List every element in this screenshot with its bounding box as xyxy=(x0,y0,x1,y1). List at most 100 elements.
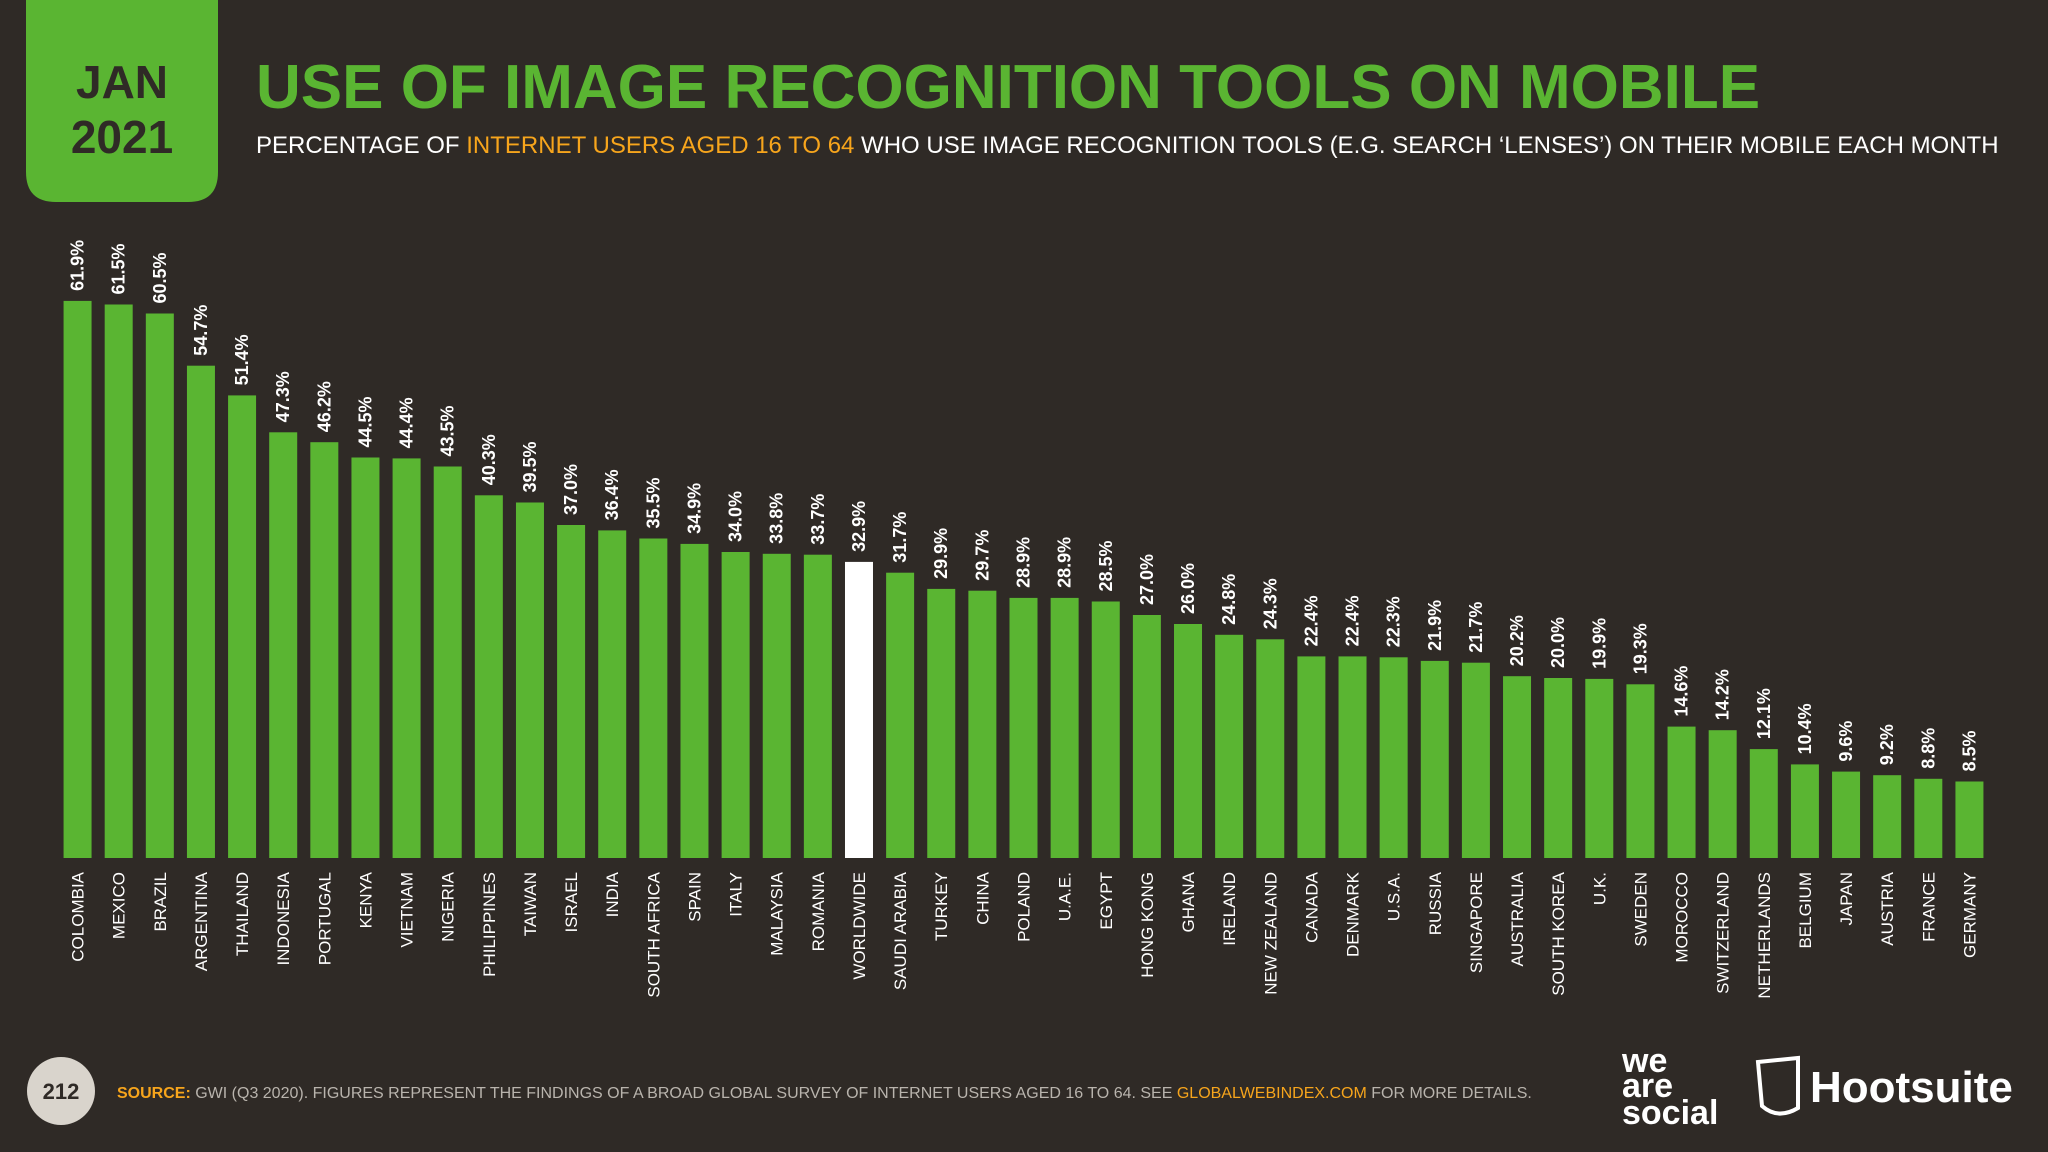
x-tick-label: ITALY xyxy=(727,872,746,917)
x-tick-label: SPAIN xyxy=(685,872,704,922)
source-label: SOURCE: xyxy=(117,1085,191,1102)
bar xyxy=(844,561,873,858)
value-label: 33.7% xyxy=(808,494,828,545)
x-tick-label: MOROCCO xyxy=(1673,872,1692,963)
value-label: 34.0% xyxy=(726,491,746,542)
bar xyxy=(1585,678,1614,858)
x-tick-label: JAPAN xyxy=(1837,872,1856,926)
value-label: 21.9% xyxy=(1425,600,1445,651)
x-tick-label: WORLDWIDE xyxy=(850,872,869,980)
value-label: 33.8% xyxy=(767,493,787,544)
x-tick-label: HONG KONG xyxy=(1138,872,1157,978)
bar xyxy=(721,552,750,858)
x-tick-label: GERMANY xyxy=(1960,872,1979,958)
x-tick-label: CANADA xyxy=(1302,871,1321,943)
x-tick-label: SWEDEN xyxy=(1631,872,1650,947)
x-tick-label: MALAYSIA xyxy=(768,871,787,955)
date-badge xyxy=(26,0,218,202)
bar xyxy=(63,300,92,858)
x-tick-label: TURKEY xyxy=(932,872,951,941)
bar xyxy=(1749,749,1778,858)
value-label: 32.9% xyxy=(849,501,869,552)
bar xyxy=(186,365,215,858)
bar xyxy=(1009,597,1038,858)
x-tick-label: COLOMBIA xyxy=(69,871,88,961)
x-tick-label: KENYA xyxy=(356,871,375,928)
bar xyxy=(1461,662,1490,858)
x-tick-label: SINGAPORE xyxy=(1467,872,1486,973)
x-tick-label: ISRAEL xyxy=(562,872,581,932)
value-label: 20.2% xyxy=(1507,615,1527,666)
x-tick-label: SAUDI ARABIA xyxy=(891,871,910,990)
value-label: 36.4% xyxy=(602,469,622,520)
value-label: 24.3% xyxy=(1260,578,1280,629)
x-tick-label: GHANA xyxy=(1179,871,1198,932)
subtitle: PERCENTAGE OF INTERNET USERS AGED 16 TO … xyxy=(256,132,1999,159)
value-label: 54.7% xyxy=(191,305,211,356)
value-label: 19.9% xyxy=(1589,618,1609,669)
x-tick-label: BRAZIL xyxy=(151,872,170,932)
value-label: 51.4% xyxy=(232,334,252,385)
bar xyxy=(680,543,709,858)
value-label: 20.0% xyxy=(1548,617,1568,668)
subtitle-part: WHO USE IMAGE RECOGNITION TOOLS (E.G. SE… xyxy=(854,132,1998,159)
bar xyxy=(433,466,462,858)
x-tick-label: NIGERIA xyxy=(439,871,458,942)
source-text: GWI (Q3 2020). FIGURES REPRESENT THE FIN… xyxy=(191,1085,1177,1102)
value-label: 22.4% xyxy=(1343,595,1363,646)
x-tick-label: POLAND xyxy=(1015,872,1034,942)
x-tick-label: CHINA xyxy=(973,871,992,925)
bar xyxy=(557,525,586,858)
bar xyxy=(1914,778,1943,858)
value-label: 37.0% xyxy=(561,464,581,515)
x-tick-label: AUSTRALIA xyxy=(1508,871,1527,966)
bar xyxy=(1873,775,1902,858)
value-label: 39.5% xyxy=(520,441,540,492)
x-tick-label: IRELAND xyxy=(1220,872,1239,946)
logo-was: are xyxy=(1622,1067,1673,1105)
value-label: 8.8% xyxy=(1918,728,1938,769)
x-tick-label: NETHERLANDS xyxy=(1755,872,1774,999)
logo-was: social xyxy=(1622,1094,1718,1132)
subtitle-part: PERCENTAGE OF xyxy=(256,132,466,159)
bar xyxy=(886,572,915,858)
bar xyxy=(598,530,627,858)
x-tick-label: EGYPT xyxy=(1097,872,1116,930)
x-tick-label: INDIA xyxy=(603,871,622,917)
value-label: 24.8% xyxy=(1219,574,1239,625)
hootsuite-owl xyxy=(1755,1055,1800,1116)
value-label: 34.9% xyxy=(684,483,704,534)
x-tick-label: ARGENTINA xyxy=(192,871,211,971)
bar xyxy=(1503,676,1532,858)
bar xyxy=(639,538,668,858)
value-label: 28.5% xyxy=(1096,540,1116,591)
value-label: 12.1% xyxy=(1754,688,1774,739)
value-label: 31.7% xyxy=(890,512,910,563)
bar xyxy=(1256,639,1285,858)
source: SOURCE: GWI (Q3 2020). FIGURES REPRESENT… xyxy=(117,1085,1532,1102)
value-label: 28.9% xyxy=(1055,537,1075,588)
page-number-circle xyxy=(27,1057,95,1125)
value-label: 8.5% xyxy=(1959,730,1979,771)
x-tick-label: RUSSIA xyxy=(1426,871,1445,935)
value-label: 44.5% xyxy=(355,396,375,447)
x-tick-label: MEXICO xyxy=(110,872,129,939)
value-label: 46.2% xyxy=(314,381,334,432)
bar xyxy=(1379,657,1408,858)
logo-was: we xyxy=(1621,1042,1667,1080)
badge-year: 2021 xyxy=(71,111,173,163)
bar xyxy=(1132,615,1161,858)
bar xyxy=(104,304,133,858)
value-label: 21.7% xyxy=(1466,602,1486,653)
bar xyxy=(515,502,544,858)
bar xyxy=(1708,730,1737,858)
x-tick-label: FRANCE xyxy=(1919,872,1938,942)
bar xyxy=(145,313,174,858)
value-label: 14.2% xyxy=(1713,669,1733,720)
x-tick-label: BELGIUM xyxy=(1796,872,1815,949)
bar xyxy=(1174,624,1203,858)
value-label: 61.5% xyxy=(109,243,129,294)
x-tick-label: PHILIPPINES xyxy=(480,872,499,977)
